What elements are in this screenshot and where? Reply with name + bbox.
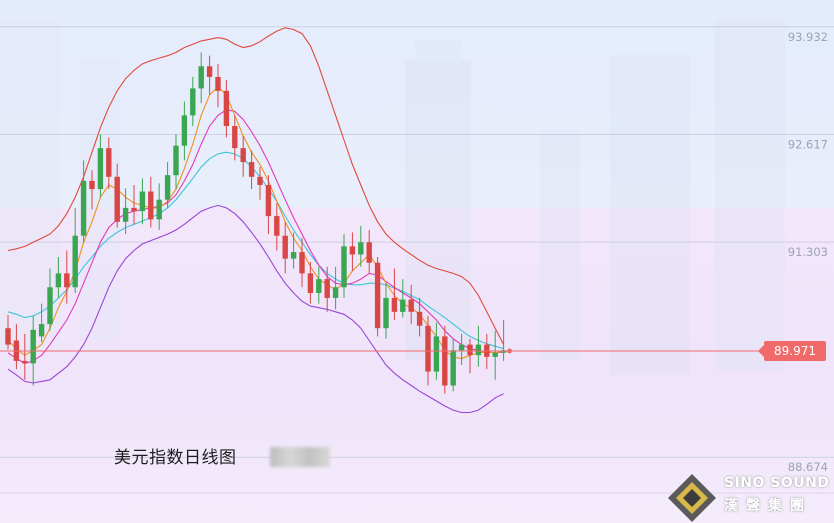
candle-body [47, 287, 53, 325]
candle-body [64, 273, 70, 288]
candle-body [215, 76, 221, 91]
candle-body [106, 148, 112, 177]
candle-body [148, 191, 154, 220]
candle-body [114, 176, 120, 222]
candle-body [400, 299, 406, 312]
candle-body [22, 360, 28, 364]
candle-body [5, 328, 11, 345]
candle-body [97, 148, 104, 190]
price-tick-label: 93.932 [788, 30, 828, 44]
candle-body [307, 273, 314, 294]
candle-body [316, 279, 322, 294]
sino-sound-logo: SINO SOUND 漢聲集團 [666, 472, 831, 522]
candle-body [332, 287, 339, 298]
candle-body [324, 279, 330, 298]
candle-body [240, 148, 246, 163]
background-upper [0, 0, 834, 208]
redacted-text [270, 447, 330, 467]
price-tick-label: 88.674 [788, 460, 828, 474]
background-lower [0, 208, 834, 523]
candle-body [265, 184, 272, 217]
candle-body [232, 126, 238, 149]
candle-body [72, 235, 78, 288]
current-price-dot [507, 348, 513, 354]
candle-body [374, 262, 381, 329]
candle-body [30, 329, 36, 364]
candle-body [38, 324, 45, 337]
ma-cyan-line [7, 151, 504, 350]
candle-body [383, 297, 389, 329]
candle-body [139, 191, 146, 212]
candle-body [290, 252, 297, 259]
candle-body [223, 90, 230, 127]
candle-body [181, 115, 188, 146]
candle-body [408, 299, 414, 312]
candle-body [122, 207, 129, 222]
price-tick-label: 91.303 [788, 245, 828, 259]
candle-body [89, 180, 95, 190]
candle-body [156, 199, 162, 220]
candle-body [206, 66, 213, 77]
price-tick-label: 92.617 [788, 137, 828, 151]
candle-body [282, 235, 288, 259]
candle-body [458, 344, 465, 351]
candle-body [257, 176, 263, 185]
band-upper-line [7, 27, 505, 345]
background-buildings [0, 20, 785, 375]
candle-body [391, 297, 398, 312]
candle-body [425, 325, 431, 372]
current-price-line [0, 348, 764, 354]
candle-body [80, 180, 87, 236]
band-lower-line [7, 204, 504, 414]
candle-body [475, 344, 482, 356]
current-price-tag: 89.971 [758, 341, 826, 361]
chart-caption: 美元指数日线图 [114, 448, 237, 468]
logo-text-chinese: 漢聲集團 [724, 498, 812, 514]
candle-body [366, 242, 372, 263]
candle-body [173, 145, 179, 176]
candle-body [442, 336, 448, 386]
candle-body [349, 246, 356, 255]
candle-body [341, 246, 347, 288]
candle-body [416, 311, 423, 326]
candle-body [248, 162, 255, 177]
price-axis: 93.932 92.617 91.303 88.674 [788, 30, 828, 474]
candle-body [433, 336, 440, 372]
candle-body [131, 207, 137, 212]
ma-magenta-line [7, 109, 504, 364]
candle-body [190, 88, 196, 116]
candle-body [198, 66, 204, 89]
candle-body [55, 273, 62, 288]
candle-body [358, 242, 364, 255]
candle-body [299, 252, 305, 274]
candle-body [164, 175, 171, 200]
diamond-logo-icon [668, 474, 716, 522]
candle-body [492, 352, 498, 357]
candle-body [467, 344, 473, 356]
logo-text-english: SINO SOUND [724, 475, 830, 491]
candle-body [450, 350, 456, 386]
candle-body [274, 216, 280, 236]
